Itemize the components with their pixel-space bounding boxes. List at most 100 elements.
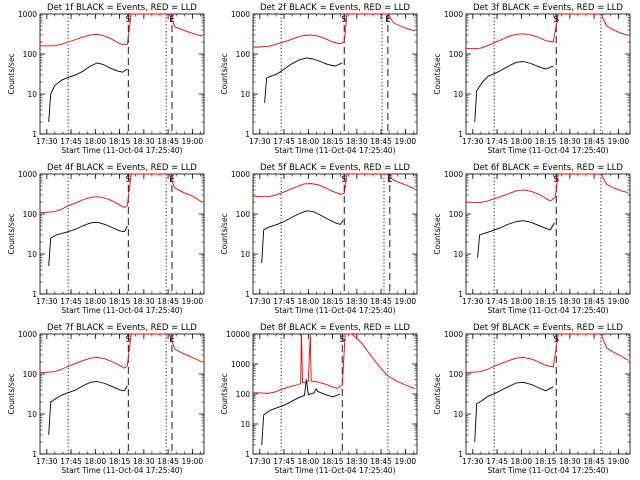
x-tick-label: 18:30 xyxy=(133,457,155,466)
y-tick-label: 1 xyxy=(458,450,463,459)
series-line-events xyxy=(261,379,341,446)
series-line-events xyxy=(48,62,128,123)
panel-title: Det 8f BLACK = Events, RED = LLD xyxy=(260,323,410,333)
x-tick-label: 18:45 xyxy=(370,297,392,306)
y-tick-label: 100 xyxy=(449,210,464,219)
x-tick-label: 19:00 xyxy=(182,297,204,306)
y-tick-label: 10 xyxy=(27,250,37,259)
x-tick-label: 18:30 xyxy=(133,137,155,146)
x-axis-label: Start Time (11-Oct-04 17:25:40) xyxy=(487,306,608,315)
series-line-events xyxy=(474,61,554,123)
y-tick-label: 1000 xyxy=(231,170,250,179)
x-tick-label: 18:30 xyxy=(559,457,581,466)
x-axis-label: Start Time (11-Oct-04 17:25:40) xyxy=(61,146,182,155)
y-tick-label: 100 xyxy=(23,370,38,379)
y-tick-label: 1 xyxy=(245,290,250,299)
series-line-events xyxy=(477,220,555,258)
x-tick-label: 18:15 xyxy=(109,297,131,306)
marker-label: S xyxy=(553,335,559,345)
series-line-lld xyxy=(252,173,416,198)
x-tick-label: 18:30 xyxy=(133,297,155,306)
x-tick-label: 17:45 xyxy=(273,297,295,306)
marker-label: S xyxy=(125,335,131,345)
x-tick-label: 18:15 xyxy=(322,137,344,146)
x-tick-label: 17:45 xyxy=(486,297,508,306)
panel-title: Det 4f BLACK = Events, RED = LLD xyxy=(47,163,197,173)
x-tick-label: 17:30 xyxy=(36,297,58,306)
panel-4: Det 4f BLACK = Events, RED = LLD 1 10 100 10… xyxy=(7,163,205,315)
panel-title: Det 3f BLACK = Events, RED = LLD xyxy=(473,3,623,13)
y-tick-label: 10 xyxy=(27,410,37,419)
y-tick-label: 1000 xyxy=(18,10,37,19)
x-tick-label: 18:15 xyxy=(535,457,557,466)
marker-label: S xyxy=(341,15,347,25)
y-tick-label: 1 xyxy=(245,130,250,139)
y-tick-label: 1 xyxy=(245,450,250,459)
series-line-lld xyxy=(466,333,629,373)
series-line-lld xyxy=(465,173,629,203)
plot-frame xyxy=(252,13,418,135)
x-tick-label: 18:15 xyxy=(322,297,344,306)
x-tick-label: 18:15 xyxy=(535,297,557,306)
marker-label: E xyxy=(385,15,391,25)
x-tick-label: 17:45 xyxy=(486,137,508,146)
x-tick-label: 18:00 xyxy=(298,297,320,306)
series-line-lld xyxy=(253,13,416,48)
y-axis-label: Counts/sec xyxy=(220,53,229,94)
x-tick-label: 18:15 xyxy=(109,137,131,146)
x-tick-label: 17:30 xyxy=(36,137,58,146)
y-tick-label: 1 xyxy=(32,290,37,299)
x-tick-label: 19:00 xyxy=(395,137,417,146)
series-line-events xyxy=(261,210,344,263)
y-axis-label: Counts/sec xyxy=(433,213,442,254)
x-tick-label: 18:00 xyxy=(511,297,533,306)
panel-9: Det 9f BLACK = Events, RED = LLD 1 10 100 10… xyxy=(433,323,631,475)
x-tick-label: 18:45 xyxy=(583,297,605,306)
panel-8: Det 8f BLACK = Events, RED = LLD 1 10 100 10… xyxy=(220,323,418,475)
x-tick-label: 18:30 xyxy=(559,137,581,146)
y-tick-label: 10 xyxy=(240,90,250,99)
x-tick-label: 18:45 xyxy=(583,457,605,466)
series-line-lld xyxy=(465,13,629,50)
x-tick-label: 18:45 xyxy=(157,297,179,306)
plot-frame xyxy=(465,13,631,135)
x-tick-label: 18:45 xyxy=(583,137,605,146)
x-tick-label: 18:00 xyxy=(511,457,533,466)
marker-label: S xyxy=(553,175,559,185)
y-tick-label: 1000 xyxy=(18,330,37,339)
y-tick-label: 10 xyxy=(27,90,37,99)
x-tick-label: 17:30 xyxy=(249,137,271,146)
x-axis-label: Start Time (11-Oct-04 17:25:40) xyxy=(487,466,608,475)
x-tick-label: 17:30 xyxy=(462,297,484,306)
y-axis-label: Counts/sec xyxy=(7,213,16,254)
y-tick-label: 10 xyxy=(240,420,250,429)
y-tick-label: 10 xyxy=(240,250,250,259)
series-line-events xyxy=(264,57,343,103)
marker-label: S xyxy=(125,175,131,185)
y-axis-label: Counts/sec xyxy=(220,373,229,414)
series-line-lld xyxy=(40,173,203,213)
x-tick-label: 18:30 xyxy=(346,457,368,466)
plot-frame xyxy=(252,333,418,455)
y-axis-label: Counts/sec xyxy=(220,213,229,254)
x-tick-label: 18:45 xyxy=(157,137,179,146)
y-axis-label: Counts/sec xyxy=(433,373,442,414)
x-tick-label: 17:30 xyxy=(249,457,271,466)
x-tick-label: 17:30 xyxy=(462,457,484,466)
y-axis-label: Counts/sec xyxy=(7,373,16,414)
panel-2: Det 2f BLACK = Events, RED = LLD 1 10 100 10… xyxy=(220,3,418,155)
series-line-lld xyxy=(40,333,203,373)
x-tick-label: 18:00 xyxy=(85,137,107,146)
plot-frame xyxy=(252,173,418,295)
x-tick-label: 18:00 xyxy=(298,137,320,146)
x-tick-label: 19:00 xyxy=(182,457,204,466)
y-tick-label: 100 xyxy=(23,50,38,59)
y-tick-label: 1000 xyxy=(231,360,250,369)
y-tick-label: 1 xyxy=(458,130,463,139)
marker-label: S xyxy=(339,335,345,345)
y-tick-label: 100 xyxy=(236,50,251,59)
x-axis-label: Start Time (11-Oct-04 17:25:40) xyxy=(274,466,395,475)
panel-3: Det 3f BLACK = Events, RED = LLD 1 10 100 10… xyxy=(433,3,631,155)
y-tick-label: 1 xyxy=(458,290,463,299)
